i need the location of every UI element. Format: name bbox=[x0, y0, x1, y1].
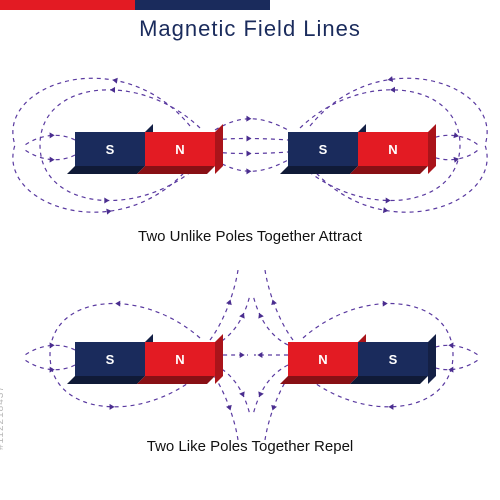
field-arrow-icon bbox=[50, 132, 55, 138]
field-arrow-icon bbox=[226, 405, 233, 412]
field-arrow-icon bbox=[257, 352, 262, 358]
field-line bbox=[25, 135, 75, 145]
magnet: SN bbox=[288, 132, 428, 166]
diagram-caption: Two Unlike Poles Together Attract bbox=[0, 228, 500, 245]
field-arrow-icon bbox=[270, 405, 277, 412]
pole-label: S bbox=[389, 352, 398, 367]
field-line bbox=[265, 270, 293, 340]
header-swatch bbox=[135, 0, 270, 10]
north-pole: N bbox=[145, 342, 215, 376]
field-arrow-icon bbox=[383, 207, 389, 214]
field-arrow-icon bbox=[387, 76, 393, 83]
magnet: SN bbox=[75, 132, 215, 166]
field-line bbox=[25, 150, 75, 160]
field-arrow-icon bbox=[50, 157, 55, 163]
south-pole: S bbox=[288, 132, 358, 166]
magnet: NS bbox=[288, 342, 428, 376]
field-arrow-icon bbox=[246, 168, 251, 174]
field-line bbox=[215, 152, 288, 154]
field-arrow-icon bbox=[110, 87, 115, 93]
pole-label: S bbox=[106, 142, 115, 157]
field-arrow-icon bbox=[246, 150, 251, 156]
diagram-repel: SNNSTwo Like Poles Together Repel bbox=[0, 270, 500, 460]
field-arrow-icon bbox=[246, 135, 251, 141]
field-line bbox=[210, 270, 238, 340]
field-arrow-icon bbox=[383, 301, 388, 307]
north-pole: N bbox=[358, 132, 428, 166]
magnet: SN bbox=[75, 342, 215, 376]
field-arrow-icon bbox=[388, 404, 393, 410]
field-arrow-icon bbox=[239, 391, 247, 398]
field-line bbox=[215, 119, 288, 130]
field-arrow-icon bbox=[226, 298, 233, 305]
south-pole: S bbox=[75, 132, 145, 166]
header-swatch bbox=[0, 0, 135, 10]
diagram-attract: SNSNTwo Unlike Poles Together Attract bbox=[0, 60, 500, 250]
field-line bbox=[25, 360, 75, 370]
field-arrow-icon bbox=[106, 208, 112, 215]
pole-label: N bbox=[175, 352, 184, 367]
page-title: Magnetic Field Lines bbox=[0, 16, 500, 42]
diagram-caption: Two Like Poles Together Repel bbox=[0, 438, 500, 455]
field-arrow-icon bbox=[448, 367, 453, 373]
north-pole: N bbox=[288, 342, 358, 376]
field-arrow-icon bbox=[104, 198, 109, 204]
field-arrow-icon bbox=[270, 298, 277, 305]
field-arrow-icon bbox=[256, 312, 264, 319]
south-pole: S bbox=[75, 342, 145, 376]
field-arrow-icon bbox=[110, 404, 115, 410]
north-pole: N bbox=[145, 132, 215, 166]
field-arrow-icon bbox=[390, 87, 395, 93]
field-arrow-icon bbox=[112, 77, 118, 84]
field-arrow-icon bbox=[448, 342, 453, 348]
field-arrow-icon bbox=[115, 301, 120, 307]
field-arrow-icon bbox=[256, 391, 264, 398]
field-arrow-icon bbox=[50, 342, 55, 348]
field-arrow-icon bbox=[240, 352, 245, 358]
pole-label: S bbox=[319, 142, 328, 157]
pole-label: N bbox=[318, 352, 327, 367]
field-line bbox=[253, 365, 288, 415]
field-arrow-icon bbox=[246, 116, 251, 122]
field-line bbox=[25, 345, 75, 355]
field-arrow-icon bbox=[453, 156, 459, 163]
field-arrow-icon bbox=[50, 367, 55, 373]
field-line bbox=[253, 295, 288, 345]
pole-label: S bbox=[106, 352, 115, 367]
field-arrow-icon bbox=[386, 198, 391, 204]
field-arrow-icon bbox=[453, 132, 459, 139]
header-color-bar bbox=[0, 0, 500, 10]
pole-label: N bbox=[175, 142, 184, 157]
south-pole: S bbox=[358, 342, 428, 376]
field-line bbox=[215, 139, 288, 141]
field-line bbox=[215, 160, 288, 171]
pole-label: N bbox=[388, 142, 397, 157]
field-arrow-icon bbox=[239, 312, 247, 319]
stock-watermark: #112218437 bbox=[0, 385, 6, 450]
